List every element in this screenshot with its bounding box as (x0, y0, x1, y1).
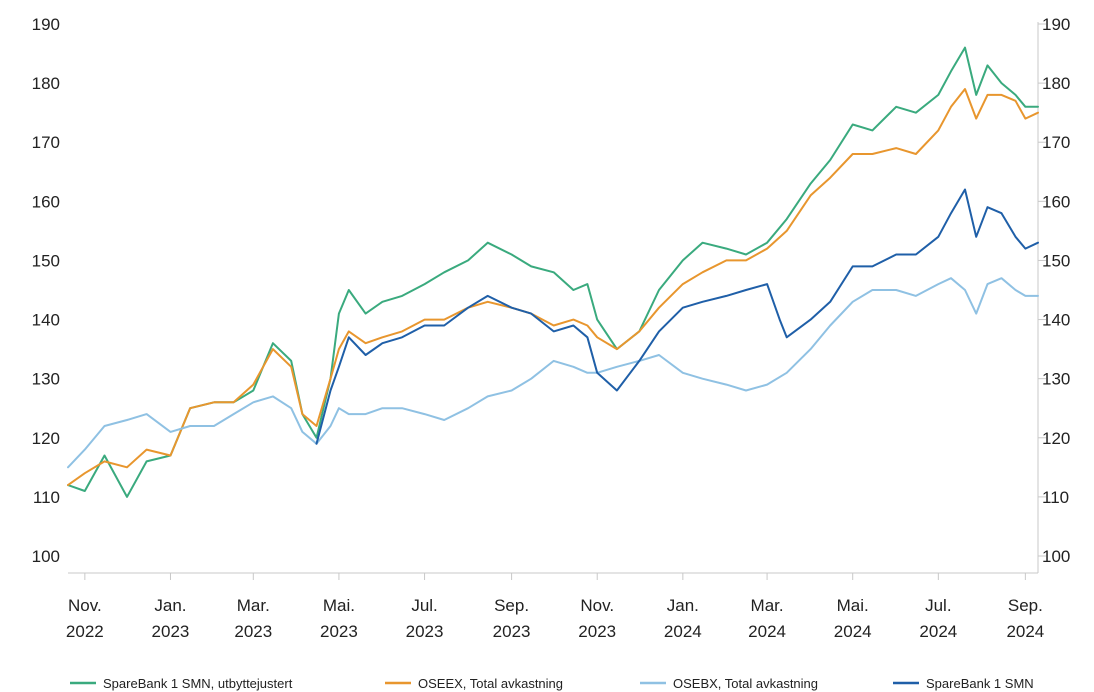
x-tick-label-month: Nov. (580, 596, 614, 615)
x-tick-label-month: Jan. (667, 596, 699, 615)
legend-label-3: OSEBX, Total avkastning (673, 676, 818, 691)
plot-frame (68, 22, 1039, 574)
y-axis-right: 100 110 120 130 140 150 160 170 180 190 (1038, 15, 1070, 566)
legend-label-2: OSEEX, Total avkastning (418, 676, 563, 691)
x-tick-label-year: 2024 (834, 622, 872, 641)
y-tick-label-left: 100 (32, 547, 60, 566)
y-tick-label-left: 160 (32, 192, 60, 211)
y-tick-label-right: 130 (1042, 370, 1070, 389)
y-tick-label-left: 170 (32, 133, 60, 152)
series-lines (67, 46, 1039, 498)
y-tick-label-right: 120 (1042, 429, 1070, 448)
x-tick-label-month: Jul. (411, 596, 437, 615)
x-tick-label-month: Mar. (751, 596, 784, 615)
x-tick-label-month: Nov. (68, 596, 102, 615)
y-tick-label-right: 180 (1042, 74, 1070, 93)
y-tick-label-right: 170 (1042, 133, 1070, 152)
y-tick-label-left: 130 (32, 370, 60, 389)
x-tick-label-year: 2023 (406, 622, 444, 641)
y-axis-left: 100 110 120 130 140 150 160 170 180 190 (32, 15, 60, 566)
series-line-3 (67, 277, 1039, 469)
y-tick-label-left: 120 (32, 429, 60, 448)
legend-label-1: SpareBank 1 SMN, utbyttejustert (103, 676, 293, 691)
x-tick-label-year: 2024 (748, 622, 786, 641)
x-tick-label-year: 2023 (152, 622, 190, 641)
legend-label-4: SpareBank 1 SMN (926, 676, 1034, 691)
x-tick-label-year: 2023 (493, 622, 531, 641)
series-line-4 (315, 188, 1039, 445)
y-tick-label-right: 140 (1042, 311, 1070, 330)
x-tick-label-month: Sep. (494, 596, 529, 615)
x-tick-label-year: 2022 (66, 622, 104, 641)
x-tick-label-month: Jan. (154, 596, 186, 615)
x-tick-label-month: Mai. (323, 596, 355, 615)
y-tick-label-left: 190 (32, 15, 60, 34)
y-tick-label-left: 180 (32, 74, 60, 93)
y-tick-label-right: 150 (1042, 251, 1070, 270)
series-line-1 (67, 46, 1039, 498)
y-tick-label-right: 190 (1042, 15, 1070, 34)
y-tick-label-right: 110 (1042, 488, 1069, 507)
x-tick-label-month: Mai. (837, 596, 869, 615)
legend: SpareBank 1 SMN, utbyttejustert OSEEX, To… (70, 676, 1034, 691)
x-tick-label-year: 2024 (1006, 622, 1044, 641)
y-tick-label-right: 160 (1042, 192, 1070, 211)
series-line-2 (67, 88, 1039, 487)
x-tick-label-month: Sep. (1008, 596, 1043, 615)
y-tick-label-left: 110 (33, 488, 60, 507)
x-tick-label-year: 2024 (664, 622, 702, 641)
x-tick-label-year: 2023 (320, 622, 358, 641)
x-tick-label-year: 2024 (919, 622, 957, 641)
x-tick-label-year: 2023 (578, 622, 616, 641)
x-tick-label-month: Jul. (925, 596, 951, 615)
y-tick-label-left: 150 (32, 251, 60, 270)
y-tick-label-right: 100 (1042, 547, 1070, 566)
x-axis: Nov. 2022 Jan. 2023 Mar. 2023 Mai. 2023 Jul. 2023… (66, 573, 1044, 641)
x-tick-label-year: 2023 (234, 622, 272, 641)
y-tick-label-left: 140 (32, 311, 60, 330)
x-tick-label-month: Mar. (237, 596, 270, 615)
